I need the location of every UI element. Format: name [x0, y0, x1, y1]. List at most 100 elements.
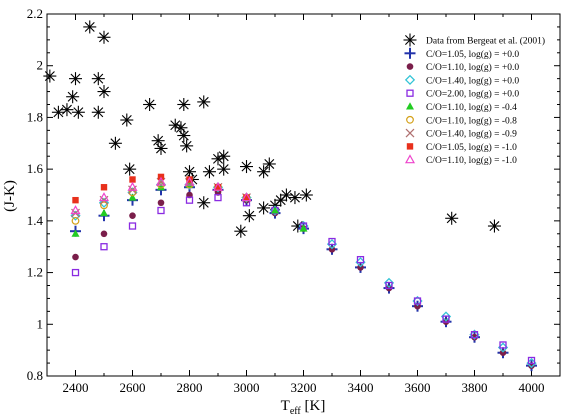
x-axis-label-main: T [281, 398, 290, 414]
data-point [383, 277, 395, 289]
x-tick-label: 3000 [234, 380, 260, 395]
series-4 [71, 193, 536, 365]
data-point [123, 162, 137, 176]
data-point [60, 103, 74, 117]
data-point [91, 72, 105, 86]
legend-label: C/O=1.10, log(g) = +0.0 [426, 62, 519, 73]
data-point [127, 181, 138, 191]
data-point [217, 162, 231, 176]
data-point [356, 255, 365, 264]
data-point [43, 69, 57, 83]
data-point [143, 98, 157, 111]
y-tick-label: 1 [37, 316, 44, 331]
data-point [83, 20, 97, 34]
x-tick-label: 2800 [177, 380, 203, 395]
data-point [214, 193, 222, 202]
x-tick-label: 2600 [120, 380, 146, 395]
data-point [186, 176, 193, 183]
data-point [128, 193, 137, 201]
data-point [157, 183, 165, 191]
legend-marker [406, 143, 414, 150]
data-point [128, 222, 137, 230]
legend-label: C/O=1.10, log(g) = -1.0 [426, 155, 517, 166]
data-point [442, 315, 450, 323]
x-tick-label: 3200 [291, 380, 317, 395]
data-point [279, 188, 293, 202]
data-point [71, 229, 80, 237]
legend-item-6: C/O=1.10, log(g) = -0.8 [406, 115, 517, 126]
data-point [177, 98, 191, 111]
legend-item-3: C/O=1.40, log(g) = +0.0 [404, 74, 519, 86]
data-point [98, 192, 110, 202]
legend-label: C/O=1.40, log(g) = +0.0 [426, 75, 519, 86]
data-point [262, 157, 276, 171]
axis-ticks: 2400 2600 2800 3000 3200 3400 3600 3800 4000 0.8 1… [27, 6, 561, 395]
data-point [71, 105, 85, 119]
y-tick-label: 0.8 [27, 368, 43, 383]
data-point [288, 191, 302, 205]
data-point [185, 196, 194, 204]
legend-item-8: C/O=1.05, log(g) = -1.0 [406, 142, 517, 153]
legend-item-2: C/O=1.10, log(g) = +0.0 [406, 62, 519, 73]
data-point [70, 210, 81, 221]
data-point [157, 199, 165, 207]
data-point [71, 216, 80, 225]
data-point [100, 230, 108, 238]
data-marks [43, 20, 537, 372]
data-point [97, 30, 111, 44]
data-point [184, 176, 195, 186]
data-point [242, 209, 256, 223]
data-point [177, 129, 191, 143]
legend-label: C/O=1.05, log(g) = -1.0 [426, 142, 517, 153]
data-point [243, 194, 250, 201]
data-point [257, 165, 271, 179]
legend-marker [406, 102, 414, 110]
data-point [217, 149, 231, 163]
data-point [100, 184, 108, 191]
y-tick-label: 1.2 [27, 265, 43, 280]
legend-marker [405, 128, 415, 138]
data-point [328, 237, 336, 246]
data-point [211, 152, 225, 166]
data-point [129, 176, 136, 183]
data-point [100, 201, 108, 210]
data-point [357, 264, 364, 271]
data-point [66, 90, 80, 104]
legend-marker [404, 154, 416, 164]
legend-label: C/O=2.00, log(g) = +0.0 [426, 89, 519, 100]
data-point [527, 356, 536, 365]
y-tick-label: 2.2 [27, 6, 43, 21]
data-point [197, 196, 211, 210]
data-point [299, 188, 313, 202]
data-point [240, 160, 253, 174]
data-point [51, 105, 65, 119]
data-point [271, 206, 279, 214]
y-tick-label: 1.8 [27, 109, 43, 124]
series-1 [70, 181, 537, 372]
y-tick-label: 1.6 [27, 161, 44, 176]
data-point [234, 224, 248, 238]
data-point [100, 208, 108, 217]
legend-label: C/O=1.10, log(g) = -0.8 [426, 115, 517, 126]
data-point [445, 211, 459, 225]
x-tick-label: 2400 [63, 380, 89, 395]
x-axis-label-sub: eff [290, 406, 302, 417]
data-point [157, 206, 165, 215]
data-point [487, 219, 501, 233]
data-point [328, 246, 336, 253]
data-point [257, 201, 271, 215]
data-point [155, 176, 167, 186]
data-point [299, 224, 308, 232]
legend-item-7: C/O=1.40, log(g) = -0.9 [405, 128, 517, 140]
data-point [129, 212, 136, 219]
series-3 [70, 179, 537, 369]
data-point [499, 349, 507, 357]
data-point [212, 181, 224, 191]
data-point [241, 192, 252, 202]
legend: Data from Bergeat et al. (2001) C/O=1.05,… [403, 33, 545, 166]
legend-label: C/O=1.05, log(g) = +0.0 [426, 49, 519, 60]
data-point [100, 243, 108, 251]
data-point [440, 311, 452, 322]
legend-item-4: C/O=2.00, log(g) = +0.0 [406, 89, 519, 100]
